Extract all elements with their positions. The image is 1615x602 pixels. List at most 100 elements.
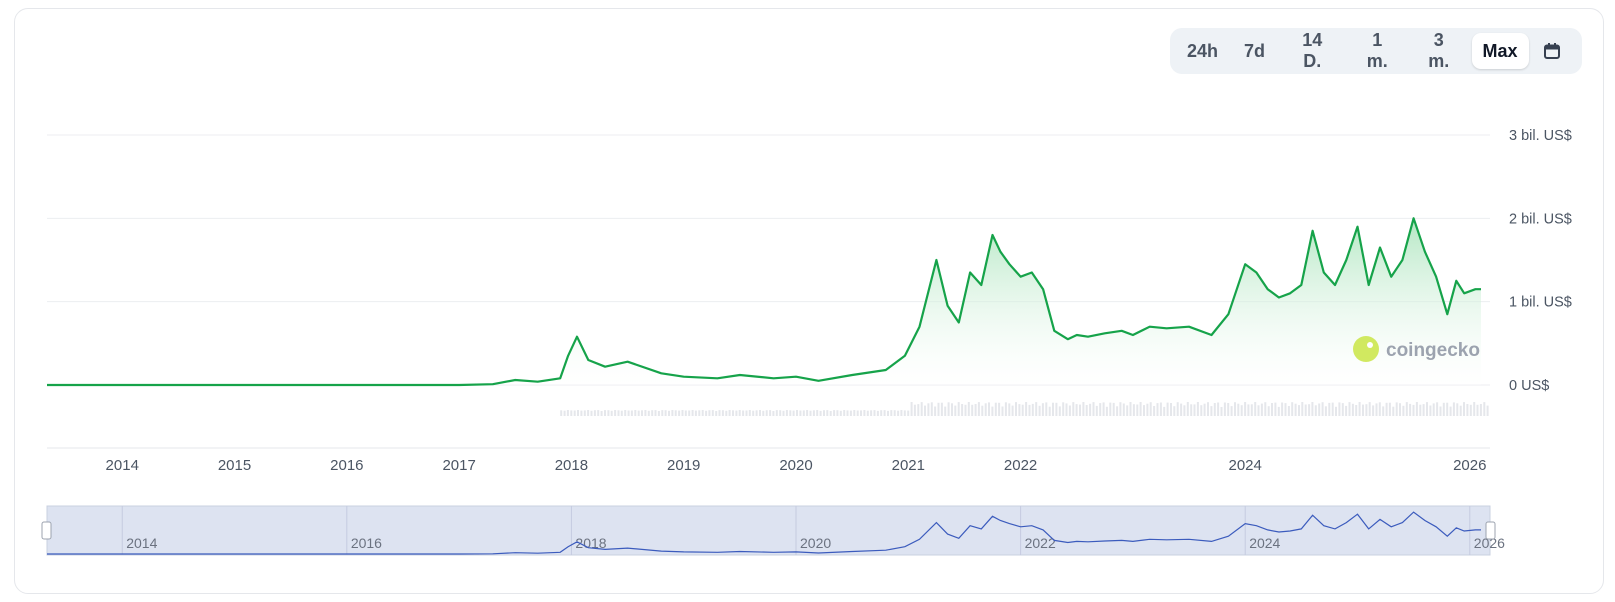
volume-bar — [994, 402, 997, 416]
volume-bar — [614, 410, 617, 416]
volume-bar — [819, 410, 822, 416]
volume-bar — [799, 410, 802, 416]
y-tick-label: 1 bil. US$ — [1509, 295, 1572, 311]
volume-bar — [610, 410, 613, 416]
volume-bar — [604, 410, 606, 416]
volume-bar — [607, 410, 610, 416]
volume-bar — [863, 410, 866, 416]
range-24h-button[interactable]: 24h — [1176, 33, 1229, 69]
volume-bar — [1163, 406, 1166, 416]
navigator-tick-label: 2022 — [1025, 535, 1056, 551]
volume-bar — [651, 410, 654, 416]
gecko-eye — [1367, 342, 1373, 348]
volume-bar — [1311, 402, 1314, 416]
volume-bar — [684, 410, 687, 416]
volume-bar — [705, 410, 708, 416]
volume-bar — [1122, 403, 1125, 416]
range-7d-button[interactable]: 7d — [1233, 33, 1276, 69]
volume-bar — [866, 410, 869, 416]
volume-bar — [563, 410, 566, 416]
volume-bar — [937, 402, 940, 416]
volume-bar — [560, 410, 563, 416]
navigator-right-handle[interactable] — [1485, 521, 1496, 540]
volume-bar — [1234, 402, 1236, 416]
volume-bar — [1149, 402, 1152, 416]
volume-bar — [1200, 405, 1203, 416]
x-tick-label: 2016 — [330, 457, 363, 474]
volume-bar — [587, 410, 590, 416]
volume-bar — [641, 410, 643, 416]
volume-bar — [1170, 403, 1172, 416]
volume-bar — [1136, 404, 1139, 416]
volume-bar — [711, 410, 714, 416]
volume-bar — [887, 410, 889, 416]
volume-bar — [1099, 403, 1102, 416]
range-14d-button[interactable]: 14 D. — [1280, 30, 1344, 71]
volume-bar — [1328, 402, 1331, 416]
volume-bar — [1102, 402, 1105, 416]
volume-bar — [715, 411, 718, 416]
volume-bar — [917, 404, 920, 416]
volume-bar — [1456, 403, 1459, 416]
volume-bar — [597, 410, 600, 416]
volume-bar — [907, 410, 910, 416]
volume-bar — [974, 404, 977, 416]
volume-bar — [785, 410, 788, 416]
volume-bar — [1065, 403, 1068, 416]
volume-bar — [1196, 402, 1199, 416]
volume-bar — [829, 411, 832, 416]
calendar-icon — [1544, 43, 1561, 59]
x-tick-label: 2018 — [555, 457, 588, 474]
market-cap-line — [47, 217, 1481, 387]
range-navigator[interactable]: 2014 2016 2018 2020 2022 2024 2026 — [41, 505, 1505, 556]
volume-bar — [1385, 402, 1388, 416]
range-1m-button[interactable]: 1 m. — [1348, 30, 1406, 71]
volume-bar — [984, 403, 987, 416]
volume-bar — [1459, 405, 1462, 416]
range-3m-button[interactable]: 3 m. — [1410, 30, 1468, 71]
volume-bar — [977, 402, 980, 416]
gecko-logo-icon — [1353, 336, 1379, 362]
volume-bar — [967, 402, 970, 416]
volume-bar — [1180, 403, 1183, 416]
volume-bar — [792, 410, 795, 416]
volume-bar — [664, 410, 667, 416]
volume-bar — [624, 410, 627, 416]
navigator-left-handle[interactable] — [41, 521, 52, 540]
x-tick-label: 2026 — [1453, 457, 1486, 474]
volume-bar — [951, 403, 953, 416]
volume-bar — [1105, 406, 1108, 416]
volume-bar — [1247, 404, 1250, 416]
volume-bar — [718, 410, 721, 416]
volume-bar — [583, 410, 586, 416]
volume-bar — [1318, 403, 1321, 416]
volume-bar — [809, 410, 812, 416]
volume-bar — [1156, 403, 1159, 416]
date-picker-button[interactable] — [1533, 33, 1572, 69]
volume-bar — [1055, 402, 1058, 416]
volume-bar — [620, 410, 623, 416]
volume-bar — [1018, 404, 1021, 416]
x-axis-ticks: 2014 2015 2016 2017 2018 2019 2020 2021 2022 2024… — [106, 457, 1487, 474]
volume-bar — [1001, 406, 1004, 416]
volume-bar — [1412, 404, 1415, 416]
volume-bar — [1351, 403, 1354, 416]
volume-bar — [1011, 405, 1014, 416]
volume-bar — [1287, 406, 1290, 416]
volume-bar — [671, 410, 674, 416]
y-axis-ticks: 0 US$ 1 bil. US$ 2 bil. US$ 3 bil. US$ — [1509, 128, 1572, 394]
volume-bar — [1068, 405, 1071, 416]
volume-bar — [1372, 405, 1375, 416]
volume-bar — [570, 410, 573, 416]
volume-bar — [853, 410, 856, 416]
volume-bar — [1449, 406, 1452, 416]
volume-bar — [1405, 402, 1408, 416]
time-range-selector: 24h 7d 14 D. 1 m. 3 m. Max — [1170, 28, 1582, 74]
volume-bar — [1004, 402, 1007, 416]
volume-bar — [600, 411, 603, 416]
volume-bar — [779, 410, 782, 416]
volume-bar — [1260, 403, 1263, 416]
range-max-button[interactable]: Max — [1471, 33, 1529, 69]
volume-bar — [1244, 402, 1247, 416]
